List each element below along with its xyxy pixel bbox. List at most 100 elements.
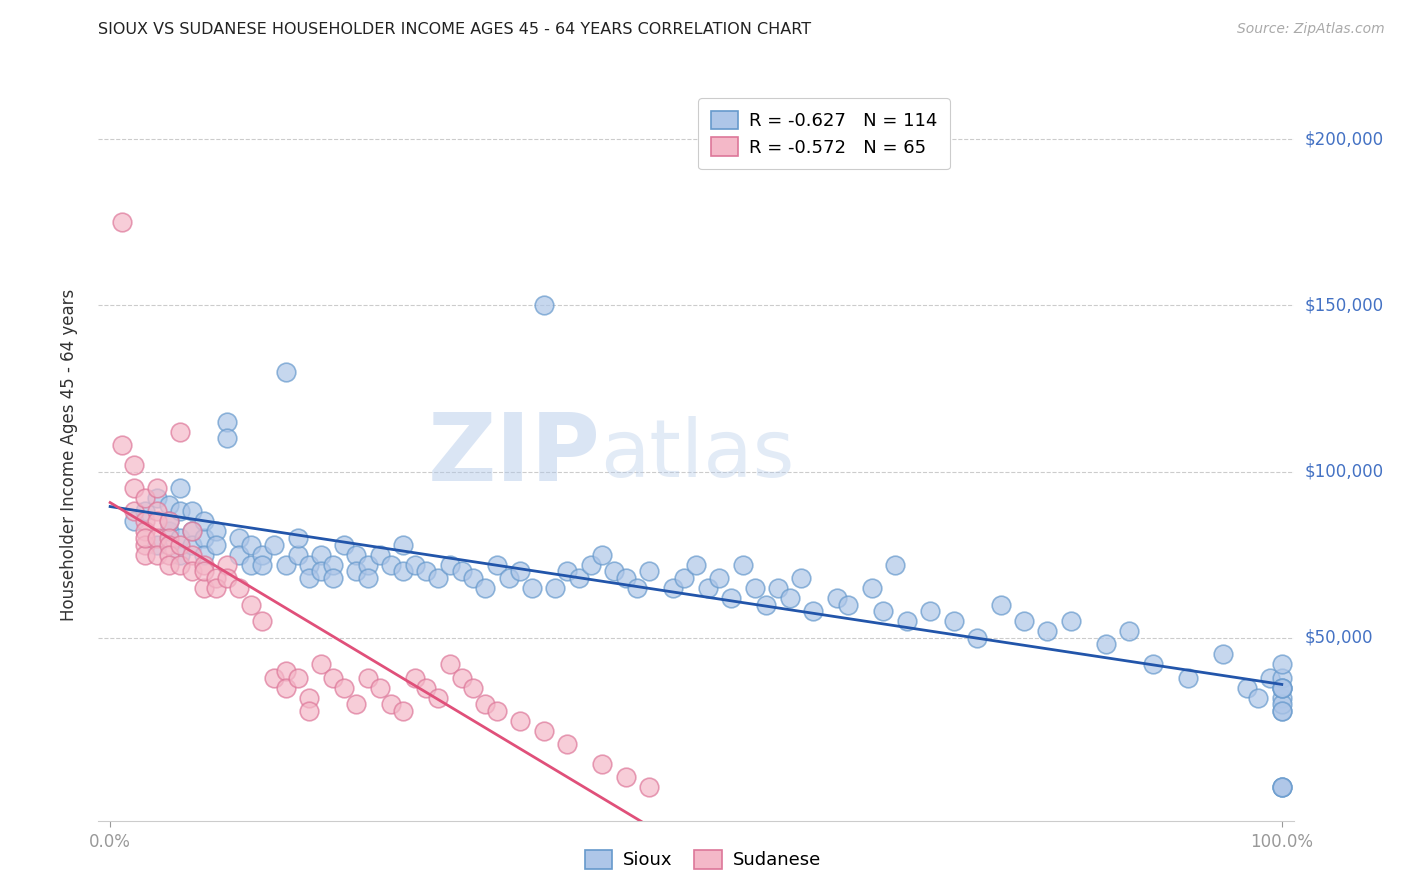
Point [415, 681, 437, 695]
Point [1212, 648, 1234, 662]
Point [485, 704, 508, 718]
Point [274, 681, 297, 695]
Point [474, 581, 496, 595]
Point [1036, 624, 1059, 639]
Point [263, 538, 285, 552]
Point [228, 531, 250, 545]
Point [217, 415, 239, 429]
Point [509, 714, 531, 728]
Point [450, 564, 472, 578]
Point [404, 558, 426, 572]
Text: SIOUX VS SUDANESE HOUSEHOLDER INCOME AGES 45 - 64 YEARS CORRELATION CHART: SIOUX VS SUDANESE HOUSEHOLDER INCOME AGE… [98, 22, 811, 37]
Text: $100,000: $100,000 [1305, 463, 1384, 481]
Point [357, 571, 380, 585]
Point [463, 681, 485, 695]
Point [392, 538, 415, 552]
Point [146, 548, 169, 562]
Point [1247, 690, 1270, 705]
Point [555, 564, 578, 578]
Point [568, 571, 591, 585]
Point [193, 581, 215, 595]
Point [228, 548, 250, 562]
Point [146, 515, 169, 529]
Point [298, 704, 321, 718]
Point [1271, 681, 1294, 695]
Point [274, 664, 297, 678]
Point [239, 538, 262, 552]
Point [1118, 624, 1140, 639]
Point [368, 548, 391, 562]
Text: atlas: atlas [600, 416, 794, 494]
Text: $150,000: $150,000 [1305, 296, 1384, 314]
Point [146, 481, 169, 495]
Point [533, 298, 555, 312]
Point [591, 548, 613, 562]
Point [392, 704, 415, 718]
Point [193, 564, 215, 578]
Point [157, 538, 180, 552]
Legend: R = -0.627   N = 114, R = -0.572   N = 65: R = -0.627 N = 114, R = -0.572 N = 65 [699, 98, 950, 169]
Point [309, 548, 332, 562]
Point [169, 538, 191, 552]
Point [779, 591, 801, 605]
Point [555, 737, 578, 751]
Point [474, 698, 496, 712]
Text: $50,000: $50,000 [1305, 629, 1374, 647]
Point [193, 531, 215, 545]
Point [333, 681, 356, 695]
Point [392, 564, 415, 578]
Point [1271, 704, 1294, 718]
Point [579, 558, 602, 572]
Point [181, 524, 204, 539]
Point [217, 571, 239, 585]
Text: $200,000: $200,000 [1305, 130, 1384, 148]
Point [344, 564, 367, 578]
Point [322, 571, 344, 585]
Point [169, 481, 191, 495]
Point [333, 538, 356, 552]
Point [357, 558, 380, 572]
Point [134, 524, 156, 539]
Point [1271, 681, 1294, 695]
Point [134, 548, 156, 562]
Point [169, 548, 191, 562]
Point [298, 690, 321, 705]
Point [1271, 780, 1294, 795]
Point [169, 425, 191, 439]
Point [533, 723, 555, 738]
Point [157, 524, 180, 539]
Point [896, 614, 918, 628]
Text: ZIP: ZIP [427, 409, 600, 501]
Point [274, 365, 297, 379]
Point [181, 504, 204, 518]
Point [744, 581, 766, 595]
Point [239, 558, 262, 572]
Point [872, 604, 894, 618]
Point [298, 571, 321, 585]
Point [942, 614, 965, 628]
Point [638, 780, 661, 795]
Point [322, 671, 344, 685]
Point [344, 548, 367, 562]
Point [509, 564, 531, 578]
Point [134, 531, 156, 545]
Point [217, 431, 239, 445]
Point [252, 548, 274, 562]
Point [181, 548, 204, 562]
Point [614, 771, 637, 785]
Point [157, 498, 180, 512]
Point [122, 515, 145, 529]
Point [990, 598, 1012, 612]
Point [966, 631, 988, 645]
Point [204, 524, 226, 539]
Point [427, 690, 450, 705]
Point [122, 504, 145, 518]
Point [1271, 780, 1294, 795]
Point [439, 558, 461, 572]
Point [146, 531, 169, 545]
Point [825, 591, 848, 605]
Point [544, 581, 567, 595]
Point [181, 538, 204, 552]
Point [228, 581, 250, 595]
Point [860, 581, 883, 595]
